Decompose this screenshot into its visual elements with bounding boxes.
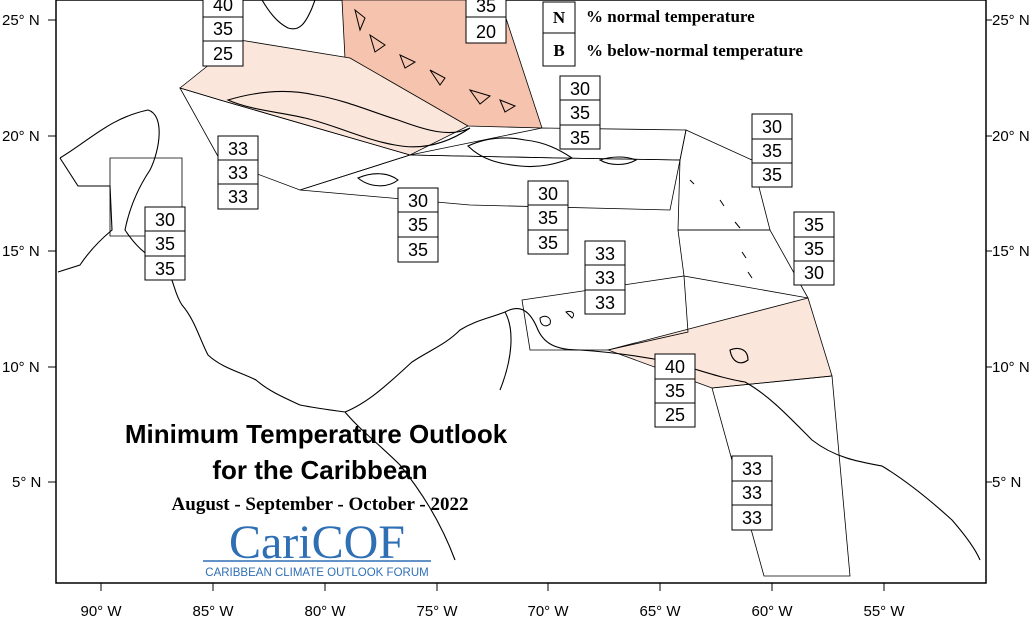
prob-value: 35: [155, 234, 175, 254]
prob-value: 33: [595, 293, 615, 313]
prob-value: 25: [213, 44, 233, 64]
prob-value: 35: [408, 215, 428, 235]
region-outlines: [109, 87, 851, 577]
prob-box-abc-islands: 33 33 33: [584, 240, 626, 315]
prob-box-windward-islands: 35 35 30: [793, 211, 835, 286]
legend: N % normal temperature B % below-normal …: [542, 1, 803, 67]
legend-key-n: N: [553, 8, 566, 27]
lon-label-60: 60° W: [751, 603, 793, 620]
prob-box-guianas: 33 33 33: [731, 455, 773, 531]
prob-value: 35: [155, 259, 175, 279]
legend-label-b: % below-normal temperature: [586, 41, 803, 60]
prob-value: 35: [804, 239, 824, 259]
prob-value: 30: [570, 79, 590, 99]
lon-label-90: 90° W: [80, 603, 122, 620]
prob-value: 35: [804, 215, 824, 235]
prob-box-belize: 30 35 35: [144, 206, 186, 281]
lat-label-left-5: 5° N: [12, 474, 41, 491]
lat-label-right-5: 5° N: [992, 474, 1021, 491]
prob-value: 40: [213, 0, 233, 15]
legend-key-box-b: [542, 32, 576, 67]
outlook-period: August - September - October - 2022: [172, 494, 469, 515]
lat-label-left-20: 20° N: [2, 128, 40, 145]
prob-value: 33: [595, 268, 615, 288]
latitude-labels: 25° N 20° N 15° N 10° N 5° N 25° N 20° N…: [2, 12, 1030, 491]
prob-value: 20: [476, 22, 496, 42]
prob-value: 35: [570, 128, 590, 148]
islands: [354, 8, 753, 327]
prob-value: 35: [213, 19, 233, 39]
lat-label-right-10: 10° N: [992, 359, 1030, 376]
prob-value: 33: [228, 187, 248, 207]
prob-box-bahamas-north-west: 40 35 25: [202, 0, 244, 67]
lon-label-85: 85° W: [192, 603, 234, 620]
prob-value: 30: [762, 117, 782, 137]
prob-value: 35: [762, 165, 782, 185]
prob-value: 30: [804, 263, 824, 283]
prob-value: 40: [665, 357, 685, 377]
legend-key-box-n: [542, 1, 576, 34]
prob-box-cayman: 33 33 33: [217, 135, 259, 210]
prob-box-puerto-rico: 30 35 35: [559, 75, 601, 150]
logo-tagline: CARIBBEAN CLIMATE OUTLOOK FORUM: [205, 567, 428, 579]
prob-value: 33: [595, 244, 615, 264]
lat-label-left-15: 15° N: [2, 243, 40, 260]
prob-value: 33: [742, 459, 762, 479]
lat-label-right-15: 15° N: [992, 243, 1030, 260]
prob-box-leeward-islands: 30 35 35: [751, 113, 793, 188]
longitude-labels: 90° W 85° W 80° W 75° W 70° W 65° W 60° …: [80, 603, 905, 620]
lon-label-70: 70° W: [527, 603, 569, 620]
lat-label-left-10: 10° N: [2, 359, 40, 376]
prob-value: 35: [570, 103, 590, 123]
prob-value: 35: [538, 233, 558, 253]
prob-value: 35: [665, 381, 685, 401]
lon-label-55: 55° W: [863, 603, 905, 620]
longitude-ticks: [100, 583, 885, 591]
lon-label-65: 65° W: [639, 603, 681, 620]
lat-label-right-25: 25° N: [992, 12, 1030, 29]
lat-label-left-25: 25° N: [2, 12, 40, 29]
prob-value: 35: [408, 240, 428, 260]
prob-box-trinidad-tobago: 40 35 25: [654, 353, 696, 428]
caricof-logo: CariCOF CARIBBEAN CLIMATE OUTLOOK FORUM: [203, 516, 431, 579]
map-title-line1: Minimum Temperature Outlook: [125, 419, 508, 449]
prob-value: 35: [762, 141, 782, 161]
prob-value: 30: [408, 191, 428, 211]
prob-value: 25: [665, 405, 685, 425]
prob-value: 33: [228, 163, 248, 183]
prob-box-hispaniola: 30 35 35: [527, 180, 569, 255]
prob-value: 30: [538, 184, 558, 204]
probability-boxes: 40 35 25 35 20 33 33 33 30 35 35: [144, 0, 835, 531]
latitude-ticks: [48, 19, 992, 483]
logo-name: CariCOF: [229, 516, 405, 569]
lon-label-75: 75° W: [416, 603, 458, 620]
legend-label-n: % normal temperature: [586, 7, 755, 26]
lat-label-right-20: 20° N: [992, 128, 1030, 145]
prob-value: 33: [742, 508, 762, 528]
prob-value: 30: [155, 210, 175, 230]
prob-value: 33: [742, 483, 762, 503]
prob-box-bahamas-south-east: 35 20: [465, 0, 507, 44]
map-title-line2: for the Caribbean: [212, 455, 427, 485]
prob-box-jamaica: 30 35 35: [397, 187, 439, 263]
lon-label-80: 80° W: [304, 603, 346, 620]
legend-key-b: B: [553, 41, 564, 60]
prob-value: 33: [228, 139, 248, 159]
prob-value: 35: [538, 208, 558, 228]
prob-value: 35: [476, 0, 496, 16]
